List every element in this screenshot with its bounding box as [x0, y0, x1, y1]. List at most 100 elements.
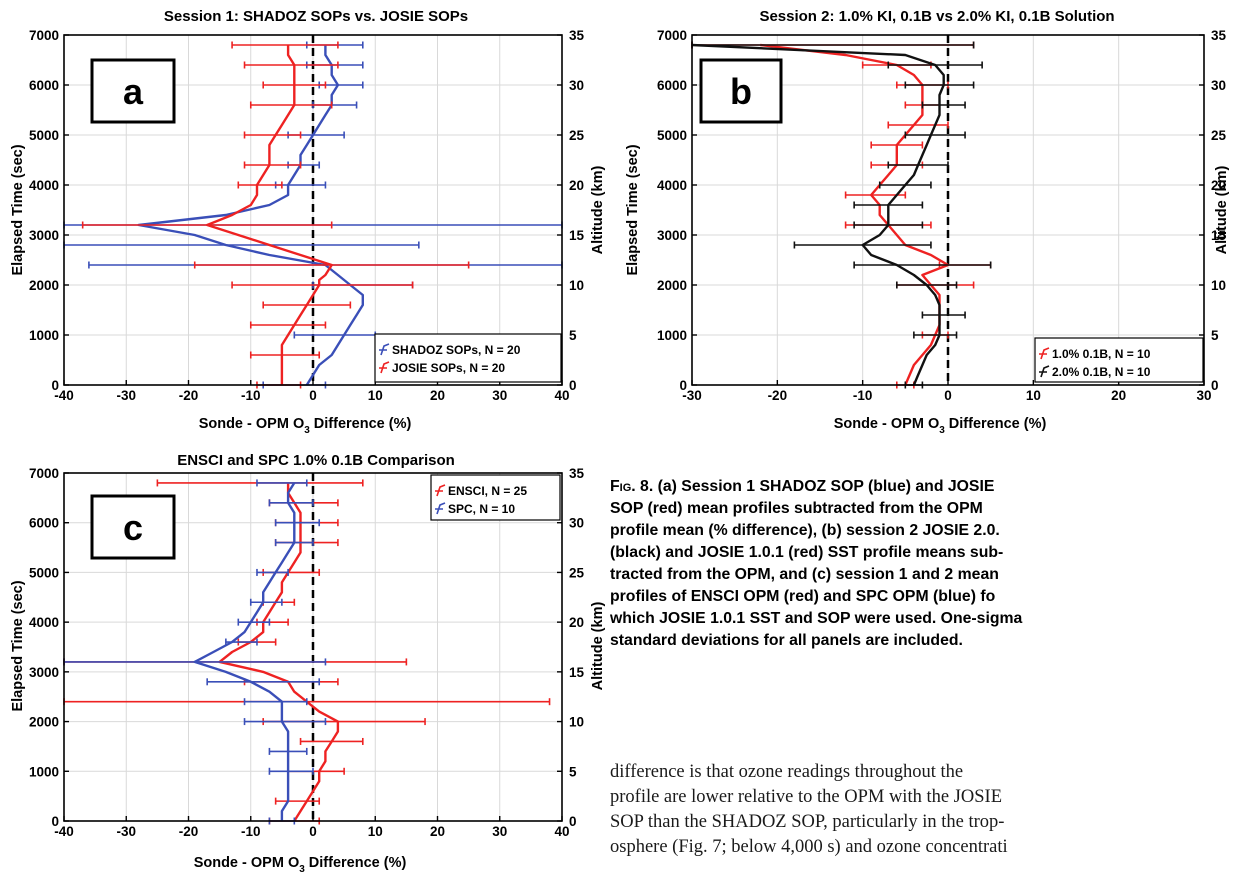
series-line [193, 482, 296, 821]
y-tick-label: 7000 [29, 28, 59, 43]
body-line: SOP than the SHADOZ SOP, particularly in… [610, 812, 1005, 832]
x-tick-label: 30 [492, 824, 507, 839]
caption-line: tracted from the OPM, and (c) session 1 … [610, 566, 999, 583]
legend-swatch [1039, 365, 1050, 378]
panel-letter: b [730, 71, 752, 112]
chart-svg-a: Session 1: SHADOZ SOPs vs. JOSIE SOPs -4… [10, 8, 606, 436]
y-tick-label: 6000 [29, 78, 59, 93]
x-tick-label: 20 [430, 388, 445, 403]
x-axis-label: Sonde - OPM O3 Difference (%) [199, 416, 412, 436]
panel-letter: c [123, 507, 143, 548]
y-tick-label: 3000 [29, 665, 59, 680]
y2-tick-label: 20 [569, 615, 584, 630]
panel-label-box [699, 58, 783, 124]
chart-svg-b: Session 2: 1.0% KI, 0.1B vs 2.0% KI, 0.1… [625, 8, 1230, 436]
y-tick-label: 2000 [657, 278, 687, 293]
y2-tick-label: 15 [1211, 228, 1227, 243]
panel-label-box [90, 58, 176, 124]
y2-axis-label: Altitude (km) [590, 166, 606, 255]
y2-tick-label: 5 [569, 328, 577, 343]
plot-area: -30 -20 -10 0 10 20 30010002000300040005000600… [657, 28, 1227, 403]
y2-tick-label: 10 [569, 278, 584, 293]
caption-line: standard deviations for all panels are i… [610, 632, 963, 649]
chart-panel-b: Session 2: 1.0% KI, 0.1B vs 2.0% KI, 0.1… [615, 0, 1233, 450]
y2-tick-label: 15 [569, 665, 585, 680]
y2-tick-label: 20 [569, 178, 584, 193]
y-tick-label: 3000 [29, 228, 59, 243]
x-tick-label: 20 [1111, 388, 1126, 403]
y2-tick-label: 5 [1211, 328, 1219, 343]
x-tick-label: 10 [1026, 388, 1041, 403]
y2-tick-label: 30 [569, 516, 584, 531]
legend-entry: ENSCI, N = 25 [448, 484, 527, 498]
body-paragraph: difference is that ozone readings throug… [610, 760, 1233, 860]
y-tick-label: 0 [51, 378, 59, 393]
y2-tick-label: 0 [569, 378, 577, 393]
caption-lead: Fig. 8. [610, 478, 654, 495]
y2-tick-label: 30 [569, 78, 584, 93]
chart-panel-a: Session 1: SHADOZ SOPs vs. JOSIE SOPs -4… [0, 0, 615, 450]
legend-swatch [435, 502, 446, 515]
y-tick-label: 2000 [29, 278, 59, 293]
legend-entry: 1.0% 0.1B, N = 10 [1052, 347, 1151, 361]
y2-axis-label: Altitude (km) [1214, 166, 1230, 255]
series-line [205, 45, 333, 385]
x-tick-label: -40 [54, 824, 74, 839]
y2-tick-label: 0 [569, 814, 577, 829]
y-tick-label: 3000 [657, 228, 687, 243]
x-tick-label: -20 [768, 388, 788, 403]
x-tick-label: -40 [54, 388, 74, 403]
legend-box [374, 333, 562, 383]
x-axis-label: Sonde - OPM O3 Difference (%) [834, 416, 1047, 436]
chart-title: Session 1: SHADOZ SOPs vs. JOSIE SOPs [164, 8, 468, 25]
chart-title: ENSCI and SPC 1.0% 0.1B Comparison [177, 452, 455, 469]
x-tick-label: 20 [430, 824, 445, 839]
x-tick-label: 40 [554, 388, 569, 403]
legend-swatch [435, 484, 446, 497]
x-tick-label: -20 [179, 824, 199, 839]
y2-axis-label: Altitude (km) [590, 602, 606, 691]
legend-entry: SPC, N = 10 [448, 502, 515, 516]
y-tick-label: 7000 [29, 466, 59, 481]
y-tick-label: 1000 [657, 328, 687, 343]
y2-tick-label: 35 [569, 466, 585, 481]
y2-tick-label: 25 [569, 128, 585, 143]
x-tick-label: -10 [853, 388, 873, 403]
x-tick-label: 30 [1196, 388, 1211, 403]
legend-entry: SHADOZ SOPs, N = 20 [392, 343, 521, 357]
caption-line: SOP (red) mean profiles subtracted from … [610, 500, 983, 517]
figure-caption: Fig. 8. (a) Session 1 SHADOZ SOP (blue) … [610, 476, 1233, 652]
y-tick-label: 4000 [29, 178, 59, 193]
series-line [218, 482, 340, 822]
x-tick-label: -30 [116, 388, 136, 403]
caption-line: which JOSIE 1.0.1 SST and SOP were used.… [610, 610, 1023, 627]
y2-tick-label: 20 [1211, 178, 1226, 193]
legend-box [430, 474, 561, 521]
panel-label-box [90, 494, 176, 560]
x-tick-label: -10 [241, 824, 261, 839]
y-tick-label: 2000 [29, 715, 59, 730]
body-line: osphere (Fig. 7; below 4,000 s) and ozon… [610, 837, 1008, 857]
x-tick-label: 10 [368, 824, 383, 839]
panel-letter: a [123, 71, 144, 112]
x-tick-label: -20 [179, 388, 199, 403]
series-line [691, 43, 945, 386]
y-tick-label: 4000 [657, 178, 687, 193]
caption-line: Fig. 8. (a) Session 1 SHADOZ SOP (blue) … [610, 476, 1233, 498]
legend-entry: JOSIE SOPs, N = 20 [392, 361, 505, 375]
y2-tick-label: 5 [569, 764, 577, 779]
x-tick-label: -30 [682, 388, 702, 403]
y-tick-label: 6000 [657, 78, 687, 93]
chart-title: Session 2: 1.0% KI, 0.1B vs 2.0% KI, 0.1… [759, 8, 1114, 25]
legend-box [1034, 337, 1204, 383]
y2-tick-label: 15 [569, 228, 585, 243]
y-tick-label: 0 [679, 378, 687, 393]
y-axis-label: Elapsed Time (sec) [625, 144, 641, 275]
y2-tick-label: 35 [1211, 28, 1227, 43]
y-tick-label: 5000 [29, 565, 59, 580]
y-tick-label: 5000 [657, 128, 687, 143]
legend-swatch [379, 343, 390, 356]
caption-line: profile mean (% difference), (b) session… [610, 522, 1000, 539]
y2-tick-label: 10 [569, 715, 584, 730]
y2-tick-label: 0 [1211, 378, 1219, 393]
